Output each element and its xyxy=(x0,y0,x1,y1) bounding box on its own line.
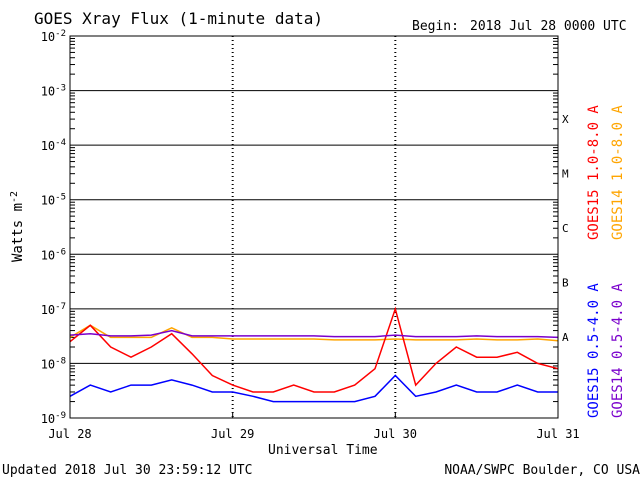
flare-class-label: A xyxy=(562,331,569,344)
y-tick-label: 10-2 xyxy=(41,29,66,44)
flare-class-label: M xyxy=(562,167,569,180)
credit-text: NOAA/SWPC Boulder, CO USA xyxy=(444,463,640,478)
x-tick-label: Jul 29 xyxy=(211,427,254,441)
updated-text: Updated 2018 Jul 30 23:59:12 UTC xyxy=(2,463,252,478)
y-tick-label: 10-4 xyxy=(41,138,66,153)
x-tick-label: Jul 31 xyxy=(536,427,579,441)
x-axis-ticks: Jul 28 Jul 29 Jul 30 Jul 31 xyxy=(48,412,580,441)
y-tick-label: 10-7 xyxy=(41,302,66,317)
series-line xyxy=(69,306,559,393)
y-tick-label: 10-3 xyxy=(41,84,66,99)
series-line xyxy=(69,324,559,342)
x-axis-label: Universal Time xyxy=(268,443,378,458)
x-tick-label: Jul 30 xyxy=(374,427,417,441)
flare-class-labels: X M C B A xyxy=(562,113,569,344)
x-tick-label: Jul 28 xyxy=(48,427,91,441)
y-tick-label: 10-6 xyxy=(41,247,66,262)
chart-title: GOES Xray Flux (1-minute data) xyxy=(34,9,323,28)
flare-class-label: B xyxy=(562,277,569,290)
legend-entry: GOES15 0.5-4.0 A xyxy=(586,283,602,418)
begin-label: Begin: xyxy=(412,19,459,34)
plot-frame xyxy=(69,35,559,419)
y-axis-label: Watts m-2 xyxy=(9,191,26,262)
series-line xyxy=(69,329,559,339)
legend: GOES15 1.0-8.0 A GOES14 1.0-8.0 A GOES15 0… xyxy=(586,105,626,418)
y-tick-label: 10-9 xyxy=(41,411,66,426)
flare-class-label: X xyxy=(562,113,569,126)
legend-entry: GOES14 1.0-8.0 A xyxy=(610,105,626,240)
y-tick-label: 10-5 xyxy=(41,193,66,208)
y-axis-ticks: 10-2 10-3 10-4 10-5 10-6 10-7 10-8 10-9 xyxy=(41,29,66,426)
series-line xyxy=(69,374,558,403)
begin-value: 2018 Jul 28 0000 UTC xyxy=(470,19,627,34)
plot-grid xyxy=(70,36,558,418)
legend-entry: GOES15 1.0-8.0 A xyxy=(586,105,602,240)
y-tick-label: 10-8 xyxy=(41,356,66,371)
legend-entry: GOES14 0.5-4.0 A xyxy=(610,283,626,418)
plot-series xyxy=(69,306,559,403)
flare-class-label: C xyxy=(562,222,569,235)
